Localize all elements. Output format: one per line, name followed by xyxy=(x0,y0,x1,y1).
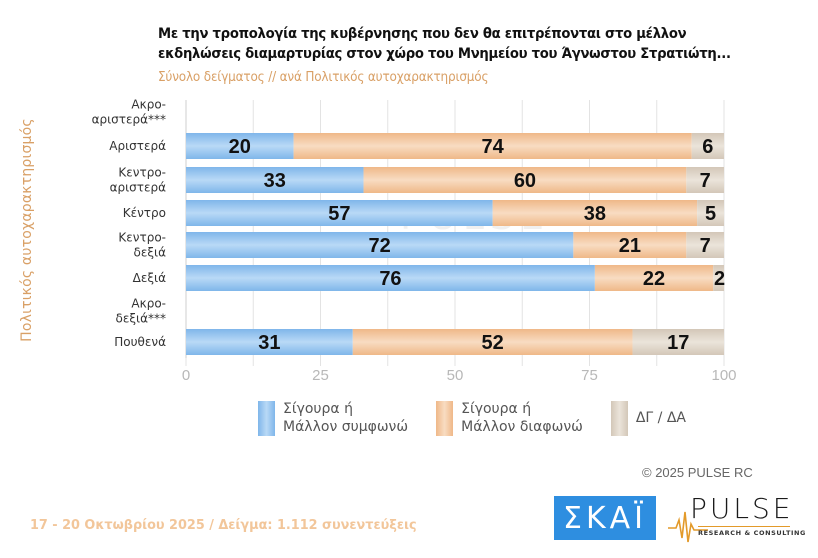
category-label: Ακρο- xyxy=(131,98,166,112)
category-label: δεξιά xyxy=(134,246,167,260)
legend-swatch-dk xyxy=(610,400,628,436)
category-label: αριστερά*** xyxy=(92,113,166,127)
bar-dk xyxy=(713,265,724,291)
legend-label-dk: ΔΓ / ΔΑ xyxy=(635,410,687,426)
bar-agree xyxy=(186,232,574,258)
category-label: Δεξιά xyxy=(133,271,166,285)
pulse-logo: PULSE RESEARCH & CONSULTING xyxy=(668,492,805,544)
category-label: δεξιά*** xyxy=(116,312,167,326)
bar-disagree xyxy=(573,232,687,258)
value-label: 38 xyxy=(584,203,606,225)
chart-subtitle: Σύνολο δείγματος // ανά Πολιτικός αυτοχα… xyxy=(158,70,489,85)
x-tick-label: 25 xyxy=(312,367,329,384)
category-label: αριστερά xyxy=(110,181,167,195)
value-label: 6 xyxy=(702,136,713,158)
skai-logo: ΣΚΑΪ xyxy=(554,496,656,540)
legend-item-disagree: Σίγουρα ή Μάλλον διαφωνώ xyxy=(436,400,583,436)
value-label: 7 xyxy=(700,235,711,257)
x-tick-label: 75 xyxy=(581,367,598,384)
value-label: 76 xyxy=(379,268,401,290)
legend-item-agree: Σίγουρα ή Μάλλον συμφωνώ xyxy=(258,400,408,436)
bar-agree xyxy=(186,329,353,355)
bar-agree xyxy=(186,167,364,193)
bar-disagree xyxy=(293,133,692,159)
bar-agree xyxy=(186,133,294,159)
pulse-heartbeat-icon xyxy=(668,511,708,543)
stacked-bar-chart: Ακρο-αριστερά***ΑριστεράΚεντρο-αριστεράΚ… xyxy=(92,98,737,385)
value-label: 33 xyxy=(264,170,286,192)
pulse-logo-subtitle: RESEARCH & CONSULTING xyxy=(698,529,806,537)
bar-dk xyxy=(686,167,724,193)
value-label: 72 xyxy=(369,235,391,257)
bar-disagree xyxy=(352,329,633,355)
value-labels: 20 74 633 60 757 38 572 21 776 22 231 52 17 xyxy=(229,136,726,354)
value-label: 57 xyxy=(328,203,350,225)
legend-swatch-agree xyxy=(258,400,275,436)
category-label: Πουθενά xyxy=(114,335,166,349)
bar-dk xyxy=(686,232,724,258)
x-axis-ticks: 0 25 50 75 100 xyxy=(182,367,737,384)
pulse-logo-word: PULSE xyxy=(690,492,794,525)
value-label: 74 xyxy=(482,136,505,158)
bar-dk xyxy=(632,329,724,355)
bar-dk xyxy=(697,200,724,226)
value-label: 20 xyxy=(229,136,251,158)
value-label: 22 xyxy=(643,268,665,290)
category-label: Ακρο- xyxy=(131,297,166,311)
value-label: 52 xyxy=(482,332,504,354)
copyright-text: © 2025 PULSE RC xyxy=(642,465,753,480)
legend: Σίγουρα ή Μάλλον συμφωνώ Σίγουρα ή Μάλλο… xyxy=(258,400,686,436)
chart-title-line-2: εκδηλώσεις διαμαρτυρίας στον χώρο του Μν… xyxy=(158,46,731,62)
survey-footer: 17 - 20 Οκτωβρίου 2025 / Δείγμα: 1.112 σ… xyxy=(30,517,417,533)
legend-label-agree: Σίγουρα ή Μάλλον συμφωνώ xyxy=(283,401,409,435)
chart-title-line-1: Με την τροπολογία της κυβέρνησης που δεν… xyxy=(158,26,687,42)
bar-disagree xyxy=(492,200,698,226)
value-label: 7 xyxy=(700,170,711,192)
legend-swatch-disagree xyxy=(436,400,454,436)
bar-agree xyxy=(186,265,595,291)
value-label: 21 xyxy=(619,235,641,257)
bar-dk xyxy=(691,133,724,159)
chart-title: Με την τροπολογία της κυβέρνησης που δεν… xyxy=(158,24,735,64)
bar-disagree xyxy=(363,167,687,193)
legend-label-disagree: Σίγουρα ή Μάλλον διαφωνώ xyxy=(461,401,583,435)
bar-agree xyxy=(186,200,493,226)
bars xyxy=(186,133,724,355)
x-tick-label: 50 xyxy=(447,367,464,384)
value-label: 60 xyxy=(514,170,536,192)
category-label: Κεντρο- xyxy=(118,231,166,245)
value-label: 5 xyxy=(705,203,716,225)
category-label: Κεντρο- xyxy=(118,166,166,180)
pulse-logo-rule xyxy=(698,526,790,527)
value-label: 2 xyxy=(714,268,725,290)
category-label: Κέντρο xyxy=(123,206,166,220)
legend-item-dk: ΔΓ / ΔΑ xyxy=(610,400,687,436)
value-label: 31 xyxy=(258,332,280,354)
x-tick-label: 100 xyxy=(711,367,736,384)
x-tick-label: 0 xyxy=(182,367,190,384)
value-label: 17 xyxy=(667,332,689,354)
bar-disagree xyxy=(594,265,714,291)
category-labels: Ακρο-αριστερά***ΑριστεράΚεντρο-αριστεράΚ… xyxy=(92,98,167,350)
category-label: Αριστερά xyxy=(109,139,166,153)
